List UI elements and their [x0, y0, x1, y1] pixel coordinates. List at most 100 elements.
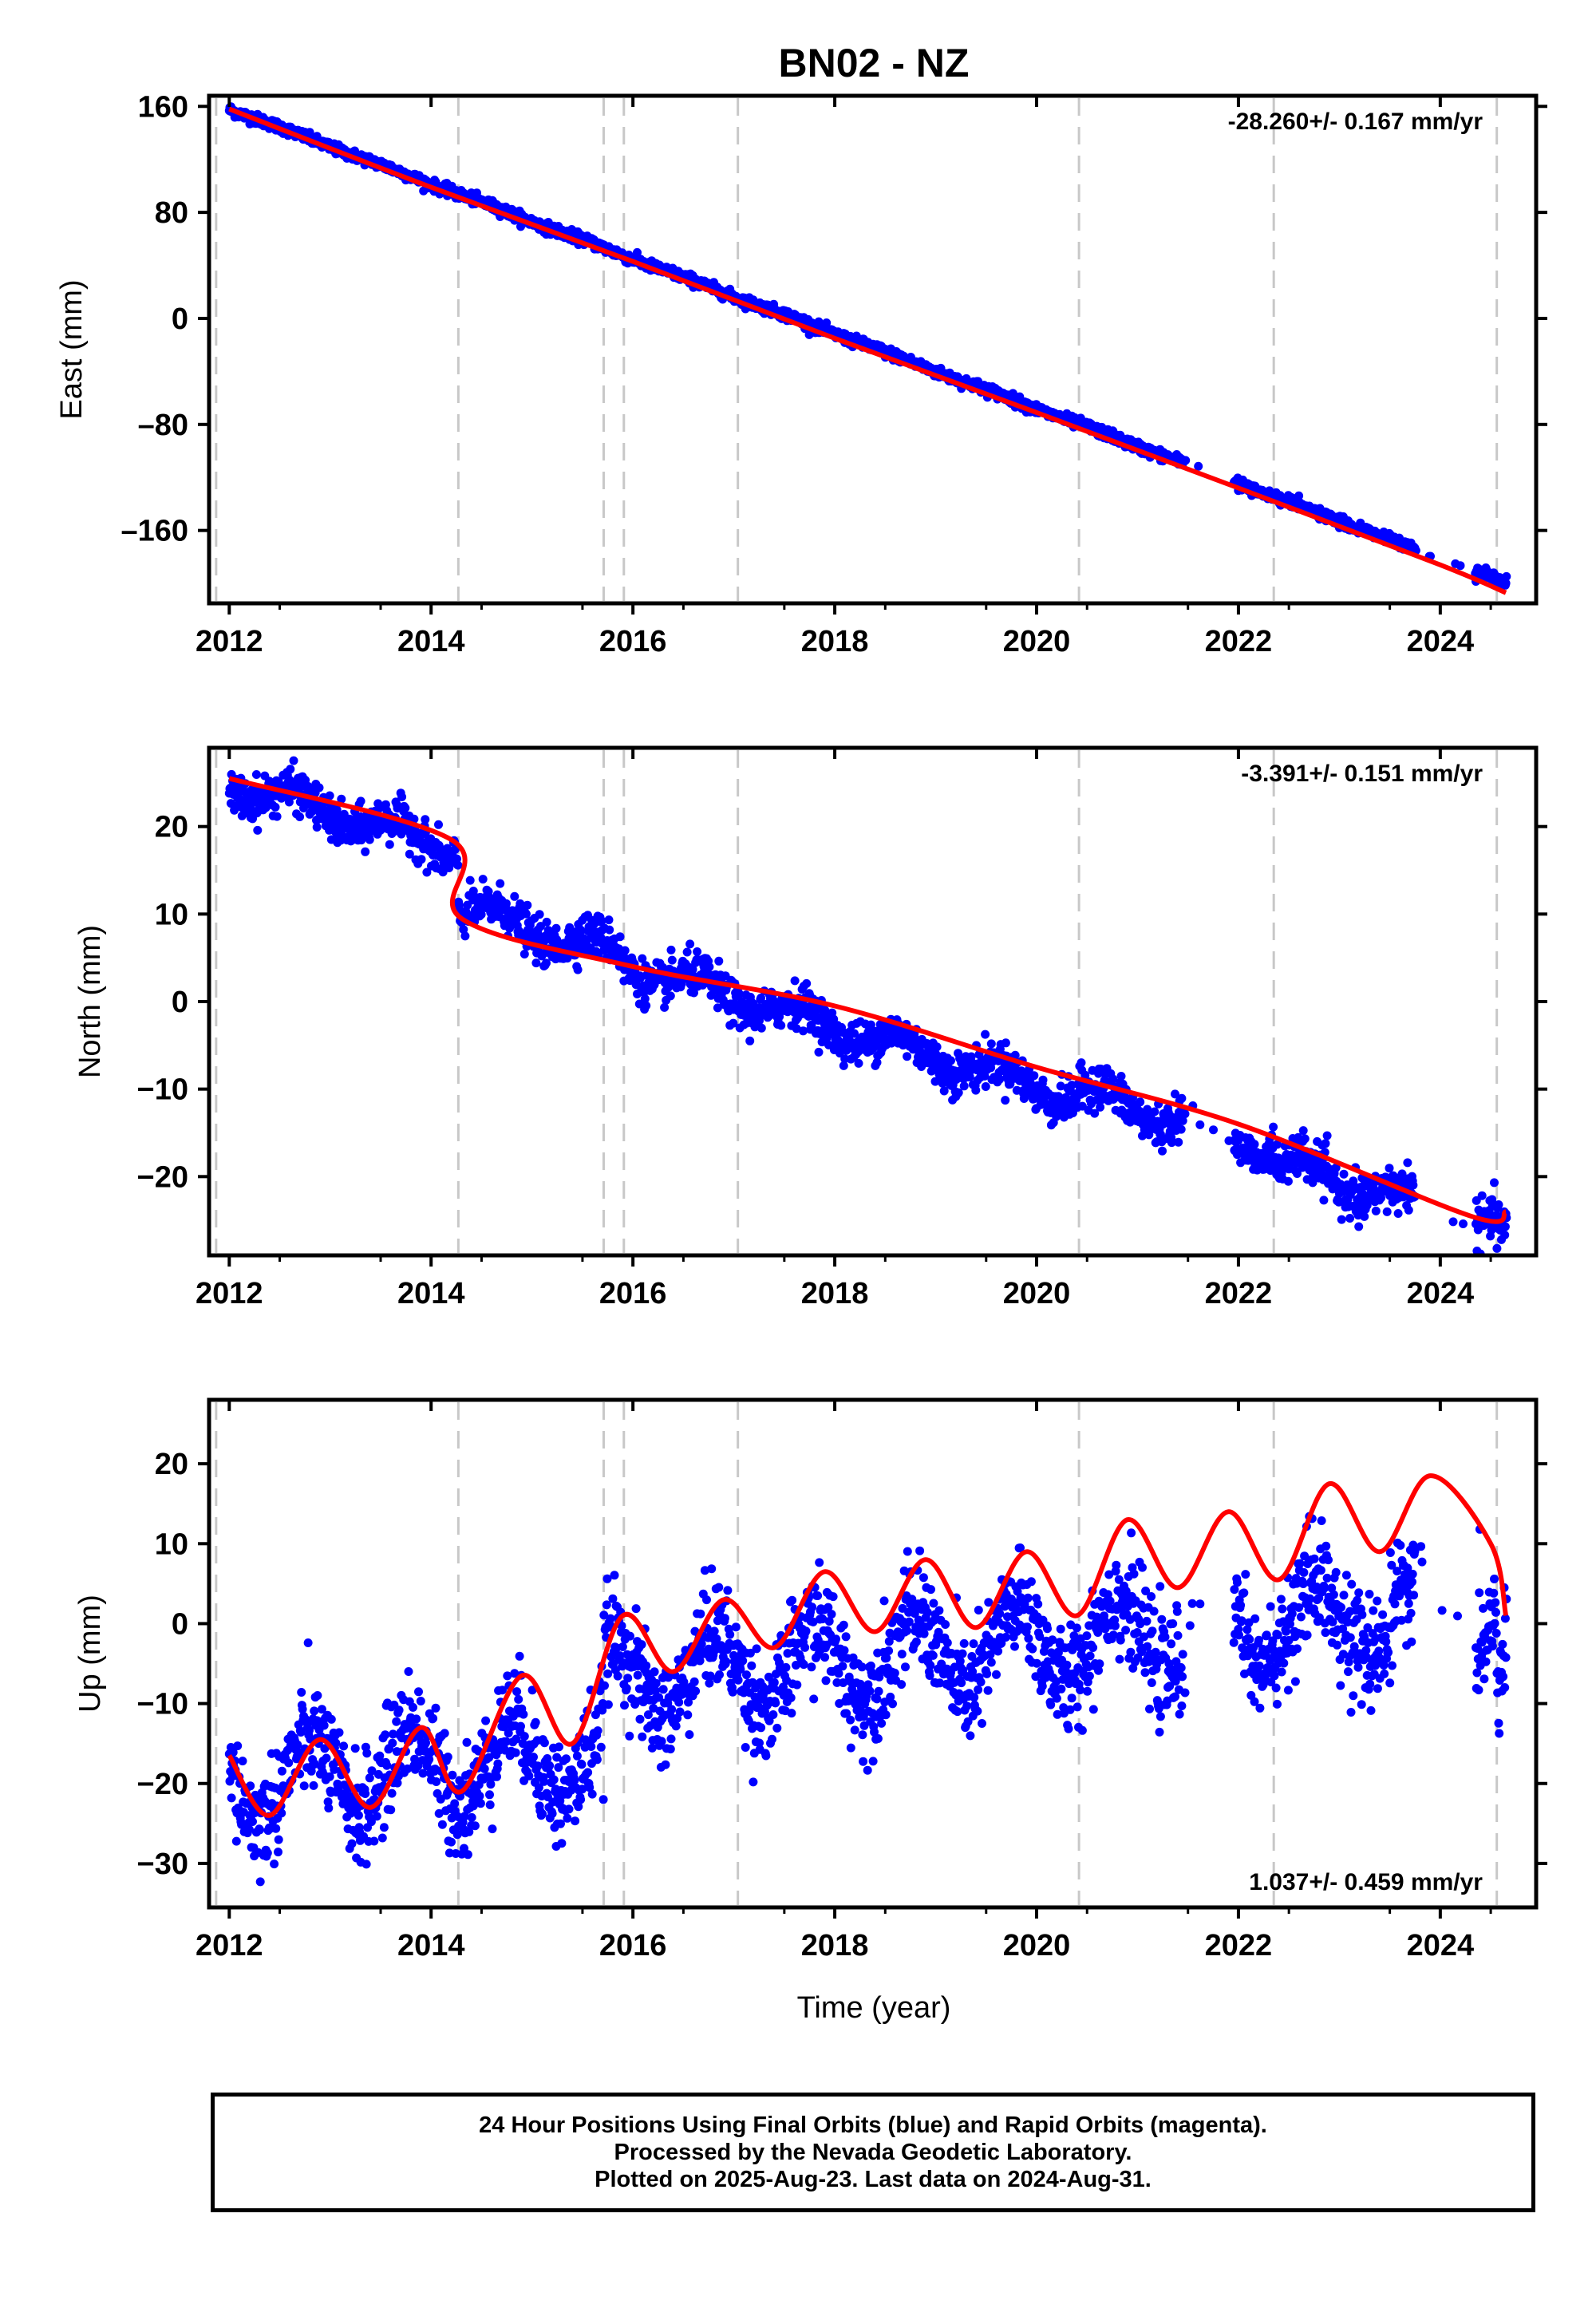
data-point [573, 965, 583, 974]
data-point [421, 815, 430, 824]
x-tick-label: 2016 [599, 625, 667, 658]
data-point [263, 1848, 272, 1858]
data-point [903, 1052, 912, 1061]
data-point [248, 1817, 257, 1826]
data-point [465, 875, 475, 885]
data-point [453, 860, 463, 870]
data-point [1181, 456, 1191, 465]
data-point [274, 1835, 283, 1844]
data-point [485, 1790, 494, 1800]
panel-north: 2012 2014 2016 2018 2020 2022 202420100−10−20N… [73, 745, 1547, 1310]
data-point [1116, 1072, 1126, 1081]
data-point [1298, 1126, 1308, 1136]
data-point [1408, 1180, 1418, 1190]
data-point [331, 1738, 341, 1748]
data-point [939, 1086, 949, 1096]
data-point [270, 1860, 279, 1869]
data-point [227, 1793, 236, 1803]
data-point [745, 1036, 755, 1045]
data-point [1456, 561, 1465, 571]
data-point [839, 1061, 848, 1070]
data-point [412, 1714, 421, 1724]
data-point [790, 976, 800, 986]
data-point [314, 783, 324, 792]
data-point [476, 910, 486, 919]
data-point [1494, 1200, 1503, 1209]
data-point [410, 1754, 420, 1764]
data-point [802, 978, 812, 988]
data-point [309, 1780, 318, 1790]
data-point [429, 1713, 438, 1723]
data-point [1360, 1211, 1369, 1221]
data-point [271, 802, 280, 812]
data-point [417, 855, 426, 864]
data-point [422, 868, 432, 877]
data-point [326, 1714, 336, 1724]
data-point [685, 939, 695, 949]
data-point [337, 794, 346, 804]
data-point [295, 812, 305, 821]
x-tick-label: 2024 [1407, 625, 1475, 658]
y-axis-label: East (mm) [55, 279, 89, 419]
data-point [476, 1799, 485, 1808]
data-point [310, 1706, 319, 1716]
model-curve-east [228, 106, 1507, 595]
data-point [286, 765, 295, 774]
data-point [440, 1729, 449, 1738]
data-point [468, 1801, 478, 1811]
data-point [1385, 1164, 1394, 1173]
data-point [515, 1651, 524, 1661]
data-point [604, 915, 614, 925]
data-point [1283, 1176, 1293, 1186]
data-point [1001, 1038, 1010, 1048]
data-point [284, 1758, 294, 1768]
data-point [365, 1773, 374, 1783]
data-point [511, 1748, 520, 1757]
x-tick-label: 2024 [1407, 1277, 1475, 1310]
data-point [660, 1002, 670, 1012]
data-point [361, 1789, 370, 1798]
data-point [576, 926, 586, 935]
data-point [981, 1082, 990, 1091]
data-point [274, 1848, 282, 1857]
data-point [372, 1812, 381, 1821]
data-point [447, 1837, 456, 1847]
data-point [379, 1823, 389, 1832]
data-point [448, 1770, 457, 1780]
x-tick-label: 2014 [397, 625, 465, 658]
data-point [1174, 1137, 1183, 1147]
y-axis-label: North (mm) [73, 925, 107, 1078]
data-point [405, 849, 414, 859]
data-point [615, 932, 625, 942]
data-point [394, 1705, 404, 1715]
data-point [693, 947, 702, 956]
rate-annotation: -28.260+/- 0.167 mm/yr [1228, 109, 1483, 135]
data-point [556, 1819, 565, 1828]
data-point [1322, 1131, 1332, 1140]
data-point [1339, 1169, 1349, 1179]
data-point [850, 1029, 859, 1038]
data-point [325, 1772, 334, 1781]
data-point [714, 956, 724, 966]
data-point [932, 1042, 942, 1052]
data-point [460, 1812, 469, 1821]
data-point [705, 962, 714, 971]
model-curve-north [228, 776, 1507, 1224]
data-point [1194, 461, 1203, 471]
data-point [757, 994, 766, 1002]
data-point [510, 891, 519, 901]
x-tick-label: 2020 [1003, 625, 1071, 658]
data-point [578, 1784, 587, 1794]
data-point [1319, 1196, 1329, 1205]
x-tick-label: 2012 [196, 1277, 263, 1310]
data-point [995, 1074, 1005, 1084]
data-point [1010, 1050, 1020, 1060]
data-point [452, 1830, 462, 1840]
data-point [577, 1760, 587, 1769]
data-point [393, 1778, 402, 1788]
data-point [323, 1797, 333, 1807]
data-point [385, 840, 394, 849]
data-point [555, 1742, 563, 1752]
data-point [381, 1730, 390, 1740]
data-point [231, 1836, 241, 1846]
